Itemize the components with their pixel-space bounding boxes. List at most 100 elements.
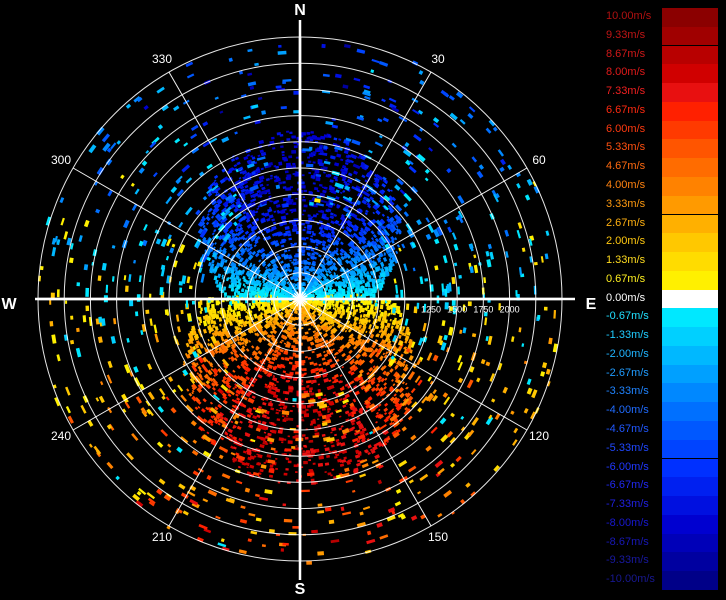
velocity-return — [217, 310, 220, 314]
velocity-return — [288, 237, 292, 241]
velocity-return — [214, 406, 219, 411]
velocity-return — [283, 518, 293, 523]
velocity-return — [130, 182, 135, 187]
velocity-return — [292, 405, 295, 408]
velocity-return — [275, 253, 279, 256]
velocity-return — [359, 310, 362, 314]
velocity-return — [373, 261, 378, 266]
velocity-return — [211, 303, 215, 309]
velocity-return — [278, 181, 283, 185]
velocity-return — [221, 473, 231, 480]
velocity-return — [305, 163, 314, 168]
velocity-return — [366, 305, 370, 309]
velocity-return — [321, 186, 325, 189]
velocity-return — [83, 264, 89, 271]
velocity-return — [214, 279, 219, 285]
velocity-return — [432, 354, 439, 362]
velocity-return — [307, 226, 312, 231]
velocity-return — [306, 258, 310, 261]
velocity-return — [518, 267, 523, 276]
velocity-return — [389, 221, 393, 226]
velocity-return — [344, 161, 349, 166]
velocity-return — [275, 204, 281, 208]
velocity-return — [387, 313, 390, 317]
velocity-return — [158, 478, 166, 485]
velocity-return — [324, 471, 327, 473]
velocity-return — [275, 184, 281, 190]
velocity-return — [230, 158, 236, 162]
velocity-return — [351, 340, 356, 346]
velocity-return — [419, 276, 424, 285]
velocity-return — [215, 515, 221, 520]
velocity-return — [260, 464, 267, 469]
velocity-return — [327, 405, 330, 408]
velocity-return — [302, 450, 305, 453]
velocity-return — [239, 327, 243, 331]
velocity-return — [382, 370, 387, 376]
velocity-return — [242, 331, 247, 337]
velocity-return — [249, 464, 255, 469]
velocity-return — [212, 377, 216, 382]
velocity-return — [394, 402, 400, 408]
velocity-return — [292, 162, 296, 166]
velocity-return — [250, 290, 255, 296]
velocity-return — [307, 132, 311, 135]
velocity-return — [347, 458, 353, 463]
velocity-return — [329, 212, 334, 216]
velocity-return — [153, 324, 158, 334]
velocity-return — [355, 308, 359, 312]
velocity-return — [207, 306, 210, 309]
velocity-return — [214, 242, 217, 245]
velocity-return — [248, 512, 256, 517]
velocity-return — [319, 152, 328, 156]
velocity-return — [247, 72, 253, 76]
velocity-return — [317, 383, 321, 386]
velocity-return — [278, 44, 282, 48]
velocity-return — [279, 134, 284, 137]
velocity-return — [310, 216, 314, 219]
velocity-return — [257, 453, 263, 459]
velocity-return — [291, 345, 296, 349]
velocity-return — [244, 184, 249, 189]
velocity-return — [265, 188, 271, 193]
velocity-return — [259, 468, 264, 473]
velocity-return — [252, 415, 258, 420]
velocity-return — [271, 319, 278, 325]
velocity-return — [128, 274, 132, 282]
velocity-return — [308, 468, 314, 473]
velocity-return — [370, 304, 375, 310]
velocity-return — [330, 252, 335, 258]
velocity-return — [485, 127, 492, 134]
velocity-return — [134, 311, 139, 317]
velocity-return — [270, 136, 275, 140]
velocity-return — [281, 410, 290, 416]
velocity-return — [185, 177, 193, 184]
velocity-return — [301, 434, 306, 437]
velocity-return — [126, 337, 130, 343]
velocity-return — [288, 288, 294, 294]
velocity-return — [382, 230, 388, 237]
velocity-return — [315, 177, 321, 182]
velocity-return — [366, 202, 371, 207]
velocity-return — [96, 126, 105, 136]
velocity-return — [369, 407, 376, 413]
velocity-return — [183, 142, 189, 147]
velocity-return — [251, 395, 256, 399]
velocity-return — [253, 244, 257, 248]
velocity-return — [521, 247, 526, 252]
velocity-return — [295, 371, 300, 375]
velocity-return — [491, 398, 496, 403]
velocity-return — [302, 198, 306, 202]
velocity-return — [316, 222, 320, 225]
velocity-return — [286, 230, 291, 235]
velocity-return — [293, 348, 296, 351]
velocity-return — [88, 144, 97, 154]
velocity-return — [301, 363, 305, 366]
velocity-return — [467, 301, 472, 307]
velocity-return — [239, 185, 245, 190]
velocity-return — [366, 530, 372, 536]
velocity-return — [396, 178, 404, 186]
velocity-return — [224, 418, 229, 422]
velocity-return — [402, 326, 406, 330]
velocity-return — [449, 112, 458, 121]
